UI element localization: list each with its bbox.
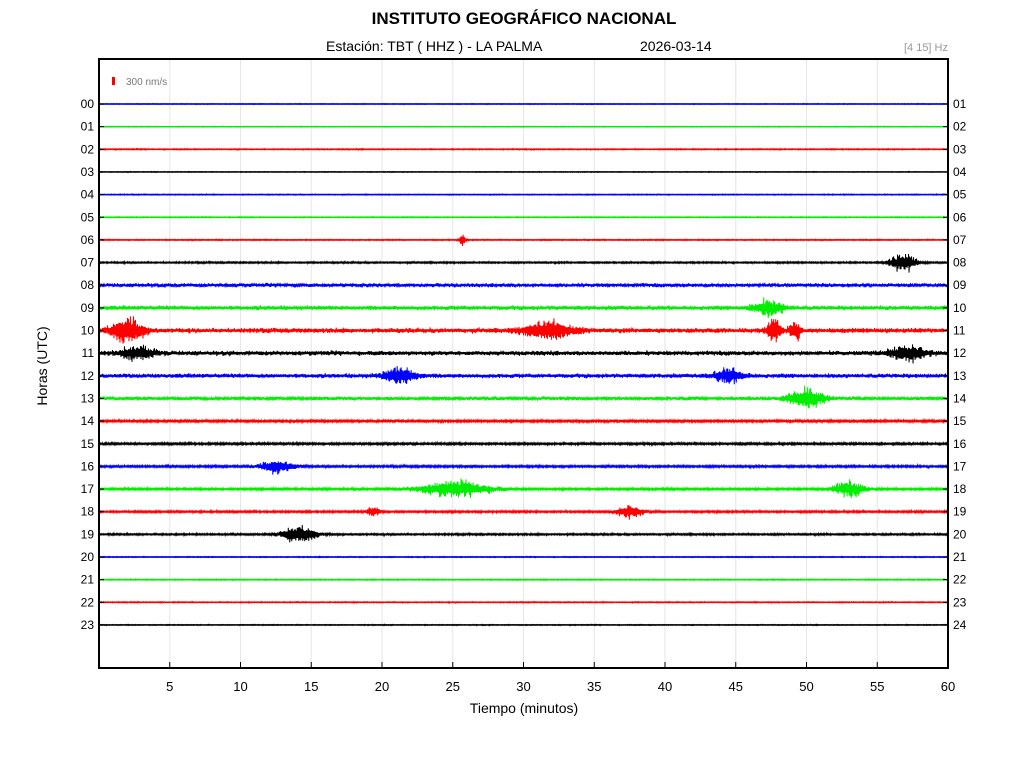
- hour-label-right: 14: [953, 391, 967, 405]
- hour-label-left: 15: [81, 437, 95, 451]
- hour-label-left: 20: [81, 550, 95, 564]
- hour-label-right: 15: [953, 414, 967, 428]
- hour-label-left: 04: [81, 188, 95, 202]
- hour-label-left: 18: [81, 505, 95, 519]
- station-label: Estación: TBT ( HHZ ) - LA PALMA: [326, 38, 543, 54]
- hour-label-right: 19: [953, 505, 967, 519]
- hour-label-right: 16: [953, 437, 967, 451]
- hour-label-left: 08: [81, 278, 95, 292]
- hour-label-right: 06: [953, 210, 967, 224]
- scale-bar-mark: [112, 77, 115, 85]
- hour-label-right: 03: [953, 142, 967, 156]
- x-tick-label: 35: [587, 679, 601, 694]
- page-title: INSTITUTO GEOGRÁFICO NACIONAL: [371, 9, 677, 28]
- hour-label-right: 18: [953, 482, 967, 496]
- hour-label-left: 05: [81, 210, 95, 224]
- hour-label-right: 22: [953, 573, 967, 587]
- hour-label-right: 20: [953, 527, 967, 541]
- hour-label-left: 07: [81, 256, 95, 270]
- x-tick-label: 20: [375, 679, 389, 694]
- hour-label-right: 12: [953, 346, 967, 360]
- x-tick-label: 50: [799, 679, 813, 694]
- date-label: 2026-03-14: [640, 38, 712, 54]
- x-tick-label: 40: [658, 679, 672, 694]
- hour-label-right: 05: [953, 188, 967, 202]
- hour-label-right: 21: [953, 550, 967, 564]
- x-tick-label: 30: [516, 679, 530, 694]
- hour-label-left: 11: [82, 346, 95, 360]
- hour-label-right: 10: [953, 301, 967, 315]
- hour-label-right: 04: [953, 165, 967, 179]
- hour-label-left: 01: [81, 120, 95, 134]
- hour-label-left: 06: [81, 233, 95, 247]
- hour-label-left: 02: [81, 142, 95, 156]
- hour-label-left: 09: [81, 301, 95, 315]
- scale-bar: 300 nm/s: [112, 77, 167, 88]
- x-tick-label: 15: [304, 679, 318, 694]
- hour-label-right: 11: [953, 324, 966, 338]
- trace-layer: [98, 102, 949, 627]
- axis-layer: 5 10 15 20 25 30 35 40 45 50 55 60 00 01 01 02 02 03 03 04 0…: [81, 97, 967, 694]
- x-tick-label: 55: [870, 679, 884, 694]
- scale-bar-label: 300 nm/s: [126, 77, 167, 88]
- hour-label-right: 08: [953, 256, 967, 270]
- hour-label-left: 19: [81, 527, 95, 541]
- hour-label-left: 17: [81, 482, 95, 496]
- x-tick-label: 60: [941, 679, 955, 694]
- x-tick-label: 5: [166, 679, 173, 694]
- hour-label-left: 16: [81, 459, 95, 473]
- hour-label-right: 01: [953, 97, 967, 111]
- hour-label-left: 10: [81, 324, 95, 338]
- grid: [169, 59, 878, 668]
- x-tick-label: 10: [233, 679, 247, 694]
- hour-label-left: 12: [81, 369, 95, 383]
- hour-label-right: 17: [953, 459, 967, 473]
- x-axis-label: Tiempo (minutos): [469, 700, 579, 716]
- hour-label-left: 03: [81, 165, 95, 179]
- hour-label-left: 21: [81, 573, 95, 587]
- hour-label-left: 23: [81, 618, 95, 632]
- hour-label-right: 07: [953, 233, 967, 247]
- hour-label-left: 14: [81, 414, 95, 428]
- hour-label-left: 22: [81, 595, 95, 609]
- x-tick-label: 25: [446, 679, 460, 694]
- hour-label-right: 23: [953, 595, 967, 609]
- hour-label-right: 13: [953, 369, 967, 383]
- hour-label-right: 09: [953, 278, 967, 292]
- hour-label-right: 24: [953, 618, 967, 632]
- hour-label-right: 02: [953, 120, 967, 134]
- hour-label-left: 00: [81, 97, 95, 111]
- hour-label-left: 13: [81, 391, 95, 405]
- x-tick-label: 45: [729, 679, 743, 694]
- frequency-band-label: [4 15] Hz: [903, 42, 948, 54]
